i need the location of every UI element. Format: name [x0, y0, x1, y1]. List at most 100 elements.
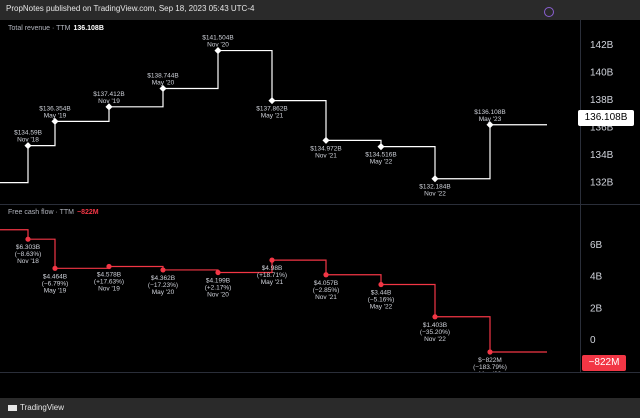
revenue-data-label: Nov '22	[424, 191, 446, 198]
revenue-data-label: $141.504B	[202, 35, 233, 42]
revenue-data-label: May '21	[261, 113, 284, 120]
y-tick-label: 0	[590, 335, 596, 346]
fcf-point	[160, 267, 166, 273]
plot-area[interactable]	[0, 20, 580, 372]
time-axis[interactable]	[0, 372, 640, 398]
footer-brand: TradingView	[8, 403, 64, 412]
y-tick-label: 138B	[590, 95, 614, 106]
revenue-data-label: $137.412B	[93, 91, 124, 98]
revenue-title-text: Total revenue · TTM	[8, 25, 71, 32]
y-tick-label: 6B	[590, 240, 603, 251]
revenue-data-label: $136.354B	[39, 105, 70, 112]
revenue-price-label: 136.108B	[578, 110, 634, 126]
revenue-data-label: May '23	[479, 116, 502, 123]
revenue-title-value: 136.108B	[73, 25, 104, 32]
fcf-data-label: $1.403B	[423, 322, 447, 329]
fcf-point	[25, 236, 31, 242]
fcf-step-line	[0, 229, 547, 353]
price-axis[interactable]	[580, 20, 640, 372]
y-tick-label: 140B	[590, 67, 614, 78]
fcf-title-value: −822M	[77, 209, 99, 216]
revenue-data-label: $132.184B	[419, 184, 450, 191]
fcf-title-text: Free cash flow · TTM	[8, 209, 74, 216]
revenue-data-label: $134.59B	[14, 130, 42, 137]
fcf-data-label: (+18.71%)	[257, 272, 287, 279]
fcf-data-label: (−8.63%)	[15, 251, 42, 258]
fcf-data-label: May '19	[44, 287, 67, 294]
fcf-data-label: May '22	[370, 304, 393, 311]
revenue-data-label: Nov '20	[207, 42, 229, 49]
fcf-point	[487, 349, 493, 355]
fcf-data-label: (−5.16%)	[368, 297, 395, 304]
revenue-point	[377, 143, 385, 151]
revenue-step-line	[0, 49, 547, 184]
fcf-data-label: Nov '19	[98, 286, 120, 293]
fcf-data-label: (−183.79%)	[473, 364, 507, 371]
fcf-data-label: (−17.23%)	[148, 282, 178, 289]
header-text: PropNotes published on TradingView.com, …	[6, 4, 255, 13]
fcf-point	[378, 281, 384, 288]
y-tick-label: 134B	[590, 150, 614, 161]
revenue-data-label: $137.862B	[256, 106, 287, 113]
revenue-data-label: $138.744B	[147, 73, 178, 80]
revenue-data-label: May '19	[44, 112, 67, 119]
fcf-data-label: $4.057B	[314, 280, 338, 287]
fcf-point	[106, 263, 112, 270]
revenue-data-label: Nov '21	[315, 152, 337, 159]
fcf-data-label: Nov '22	[424, 336, 446, 343]
y-tick-label: 2B	[590, 303, 603, 314]
revenue-data-label: $134.516B	[365, 152, 396, 159]
fcf-data-label: $3.44B	[371, 290, 392, 297]
fcf-data-label: $4.578B	[97, 272, 121, 279]
fcf-data-label: $4.98B	[262, 265, 283, 272]
fcf-pane-title: Free cash flow · TTM −822M	[8, 209, 99, 216]
fcf-data-label: May '21	[261, 279, 284, 286]
fcf-data-label: $4.199B	[206, 278, 230, 285]
fcf-point	[269, 257, 275, 263]
fcf-data-label: $4.362B	[151, 275, 175, 282]
fcf-data-label: Nov '21	[315, 294, 337, 301]
revenue-point	[268, 97, 276, 105]
revenue-data-label: May '22	[370, 159, 393, 166]
revenue-data-label: $134.972B	[310, 145, 341, 152]
fcf-data-label: (+17.63%)	[94, 279, 124, 286]
pane-divider[interactable]	[0, 204, 640, 205]
y-tick-label: 132B	[590, 177, 614, 188]
fcf-point	[215, 269, 221, 276]
header-bar: PropNotes published on TradingView.com, …	[0, 0, 640, 20]
tradingview-logo-icon	[8, 404, 17, 411]
fcf-data-label: $4.464B	[43, 273, 67, 280]
fcf-data-label: Nov '18	[17, 258, 39, 265]
y-tick-label: 136B	[590, 122, 614, 133]
revenue-data-label: Nov '19	[98, 98, 120, 105]
revenue-point	[105, 103, 113, 111]
revenue-point	[159, 84, 167, 93]
footer-brand-text: TradingView	[20, 403, 65, 412]
revenue-data-label: Nov '18	[17, 137, 39, 144]
footer-bar: TradingView	[0, 398, 640, 418]
fcf-data-label: (+2.17%)	[205, 285, 232, 292]
y-tick-label: 4B	[590, 272, 603, 283]
settings-icon[interactable]	[544, 7, 554, 17]
fcf-data-label: (−2.85%)	[313, 287, 340, 294]
revenue-point	[214, 47, 222, 55]
revenue-pane-title: Total revenue · TTM 136.108B	[8, 25, 104, 32]
fcf-data-label: (−35.20%)	[420, 329, 450, 336]
fcf-price-label: −822M	[582, 355, 626, 371]
fcf-point	[432, 314, 438, 320]
fcf-data-label: $−822M	[478, 357, 502, 364]
fcf-point	[323, 272, 329, 278]
fcf-data-label: May '20	[152, 289, 175, 296]
revenue-point	[486, 121, 494, 129]
revenue-point	[322, 136, 330, 144]
fcf-data-label: Nov '20	[207, 292, 229, 299]
revenue-point	[24, 142, 32, 150]
fcf-data-label: $6.303B	[16, 244, 40, 251]
revenue-data-label: May '20	[152, 80, 175, 87]
fcf-data-label: (−6.79%)	[42, 280, 69, 287]
revenue-point	[431, 175, 439, 183]
y-tick-label: 142B	[590, 40, 614, 51]
fcf-point	[52, 265, 58, 271]
revenue-data-label: $136.108B	[474, 109, 505, 116]
